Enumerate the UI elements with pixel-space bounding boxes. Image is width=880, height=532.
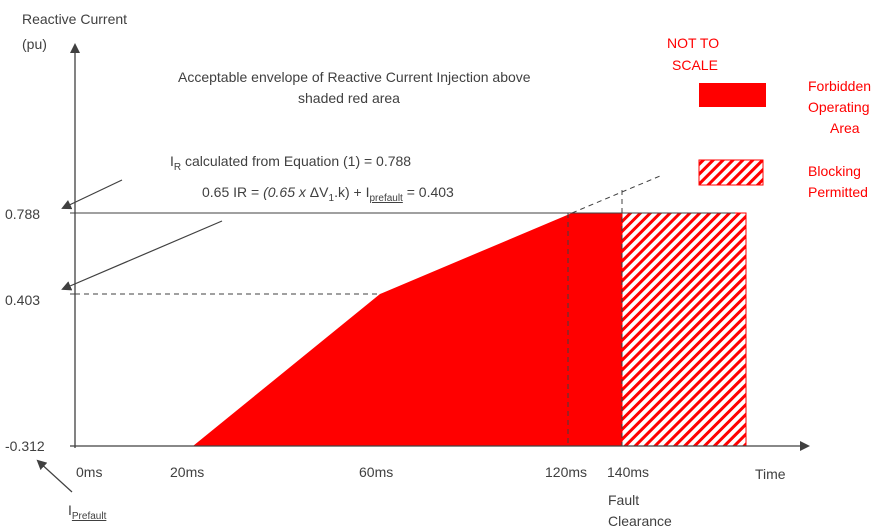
x-tick-label: 60ms (359, 464, 393, 480)
ir-rest: calculated from Equation (1) = 0.788 (181, 153, 411, 169)
y-axis-label-line1: Reactive Current (22, 11, 127, 27)
blocking-permitted-area (621, 212, 747, 447)
eq-italic-a: (0.65 x (263, 184, 310, 200)
x-tick-label: 140ms (607, 464, 649, 480)
iprefault-arrow (36, 459, 73, 493)
forbidden-legend-swatch (699, 83, 766, 107)
y-tick-label: 0.403 (5, 292, 40, 308)
eq-prefault-subscript: prefault (369, 193, 403, 204)
ir-subscript: R (174, 162, 181, 173)
not-to-scale-line2: SCALE (672, 57, 718, 73)
x-tick-label: 0ms (76, 464, 102, 480)
eq-value: = 0.403 (403, 184, 454, 200)
eq-italic-b: .k) (334, 184, 350, 200)
fault-clearance-label-line2: Clearance (608, 513, 672, 529)
ir-main: I (170, 153, 174, 169)
envelope-description-line2: shaded red area (298, 90, 400, 106)
forbidden-area (193, 213, 622, 446)
iprefault-label: IPrefault (68, 502, 107, 522)
x-tick-label: 120ms (545, 464, 587, 480)
fault-clearance-label-line1: Fault (608, 492, 639, 508)
y-tick-label: 0.788 (5, 206, 40, 222)
forbidden-legend-line1: Forbidden (808, 78, 871, 94)
x-tick-label: 20ms (170, 464, 204, 480)
ir-equation: IR calculated from Equation (1) = 0.788 (170, 153, 411, 173)
ir065-equation: 0.65 IR = (0.65 x ΔV1.k) + Iprefault = 0… (202, 184, 454, 204)
eq-delta: ΔV (310, 184, 329, 200)
y-tick-label: -0.312 (5, 438, 45, 454)
blocking-legend-swatch (698, 159, 764, 186)
extrapolation-dashed-line (571, 175, 661, 214)
envelope-description-line1: Acceptable envelope of Reactive Current … (178, 69, 531, 85)
ir-arrow (61, 179, 123, 210)
iprefault-main: I (68, 502, 72, 518)
not-to-scale-line1: NOT TO (667, 35, 719, 51)
iprefault-subscript: Prefault (72, 511, 107, 522)
forbidden-legend-line3: Area (830, 120, 860, 136)
forbidden-legend-line2: Operating (808, 99, 869, 115)
x-axis-label: Time (755, 466, 786, 482)
y-axis-label-line2: (pu) (22, 36, 47, 52)
ir065-arrow (61, 220, 223, 291)
blocking-legend-line1: Blocking (808, 163, 861, 179)
eq-prefix: 0.65 IR = (202, 184, 263, 200)
eq-delta-subscript: 1 (329, 193, 335, 204)
blocking-legend-line2: Permitted (808, 184, 868, 200)
eq-plus: + I (350, 184, 370, 200)
